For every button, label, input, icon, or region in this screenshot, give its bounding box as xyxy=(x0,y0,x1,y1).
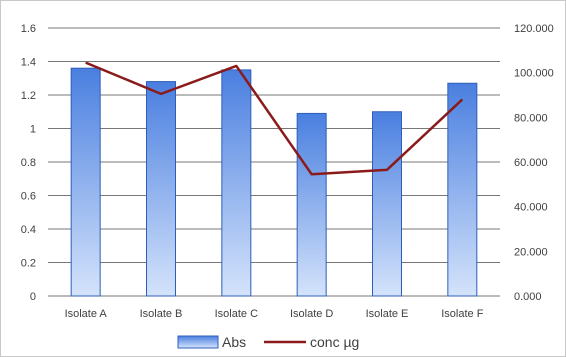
bar-series-abs xyxy=(70,67,478,297)
y-right-tick-label: 120.000 xyxy=(514,23,554,35)
gridlines xyxy=(48,27,500,297)
legend-swatch-abs xyxy=(177,335,219,349)
axes: 0 0.2 0.4 0.6 0.8 1 1.2 1.4 1.6 0.000 20.000 40.000… xyxy=(21,23,554,320)
x-tick-label: Isolate E xyxy=(366,308,409,320)
bar xyxy=(70,67,101,297)
legend-label-abs: Abs xyxy=(222,334,246,350)
y-right-tick-label: 0.000 xyxy=(514,291,542,303)
y-right-tick-label: 100.000 xyxy=(514,68,554,80)
bar xyxy=(221,69,252,297)
y-left-tick-label: 1.6 xyxy=(21,23,36,35)
y-left-tick-label: 0.4 xyxy=(21,224,36,236)
y-right-tick-label: 20.000 xyxy=(514,246,548,258)
y-left-tick-label: 1.4 xyxy=(21,57,36,69)
x-tick-label: Isolate C xyxy=(215,308,258,320)
x-tick-label: Isolate D xyxy=(290,308,333,320)
bar xyxy=(146,81,176,297)
y-left-tick-label: 1 xyxy=(30,124,36,136)
y-left-tick-label: 0.2 xyxy=(21,258,36,270)
y-left-tick-label: 0.8 xyxy=(21,157,36,169)
bar xyxy=(447,82,478,297)
x-tick-label: Isolate B xyxy=(140,308,183,320)
line-path xyxy=(85,61,464,176)
y-left-tick-label: 1.2 xyxy=(21,90,36,102)
legend: Abs conc µg xyxy=(177,334,359,350)
y-right-tick-label: 80.000 xyxy=(514,112,548,124)
x-tick-label: Isolate F xyxy=(441,308,483,320)
y-left-tick-label: 0 xyxy=(30,291,36,303)
y-right-tick-label: 60.000 xyxy=(514,157,548,169)
line-series-conc xyxy=(85,61,464,176)
legend-label-conc: conc µg xyxy=(310,334,359,350)
x-tick-label: Isolate A xyxy=(65,308,108,320)
bar xyxy=(296,112,327,297)
bar xyxy=(372,111,402,297)
y-left-tick-label: 0.6 xyxy=(21,191,36,203)
y-right-tick-label: 40.000 xyxy=(514,202,548,214)
